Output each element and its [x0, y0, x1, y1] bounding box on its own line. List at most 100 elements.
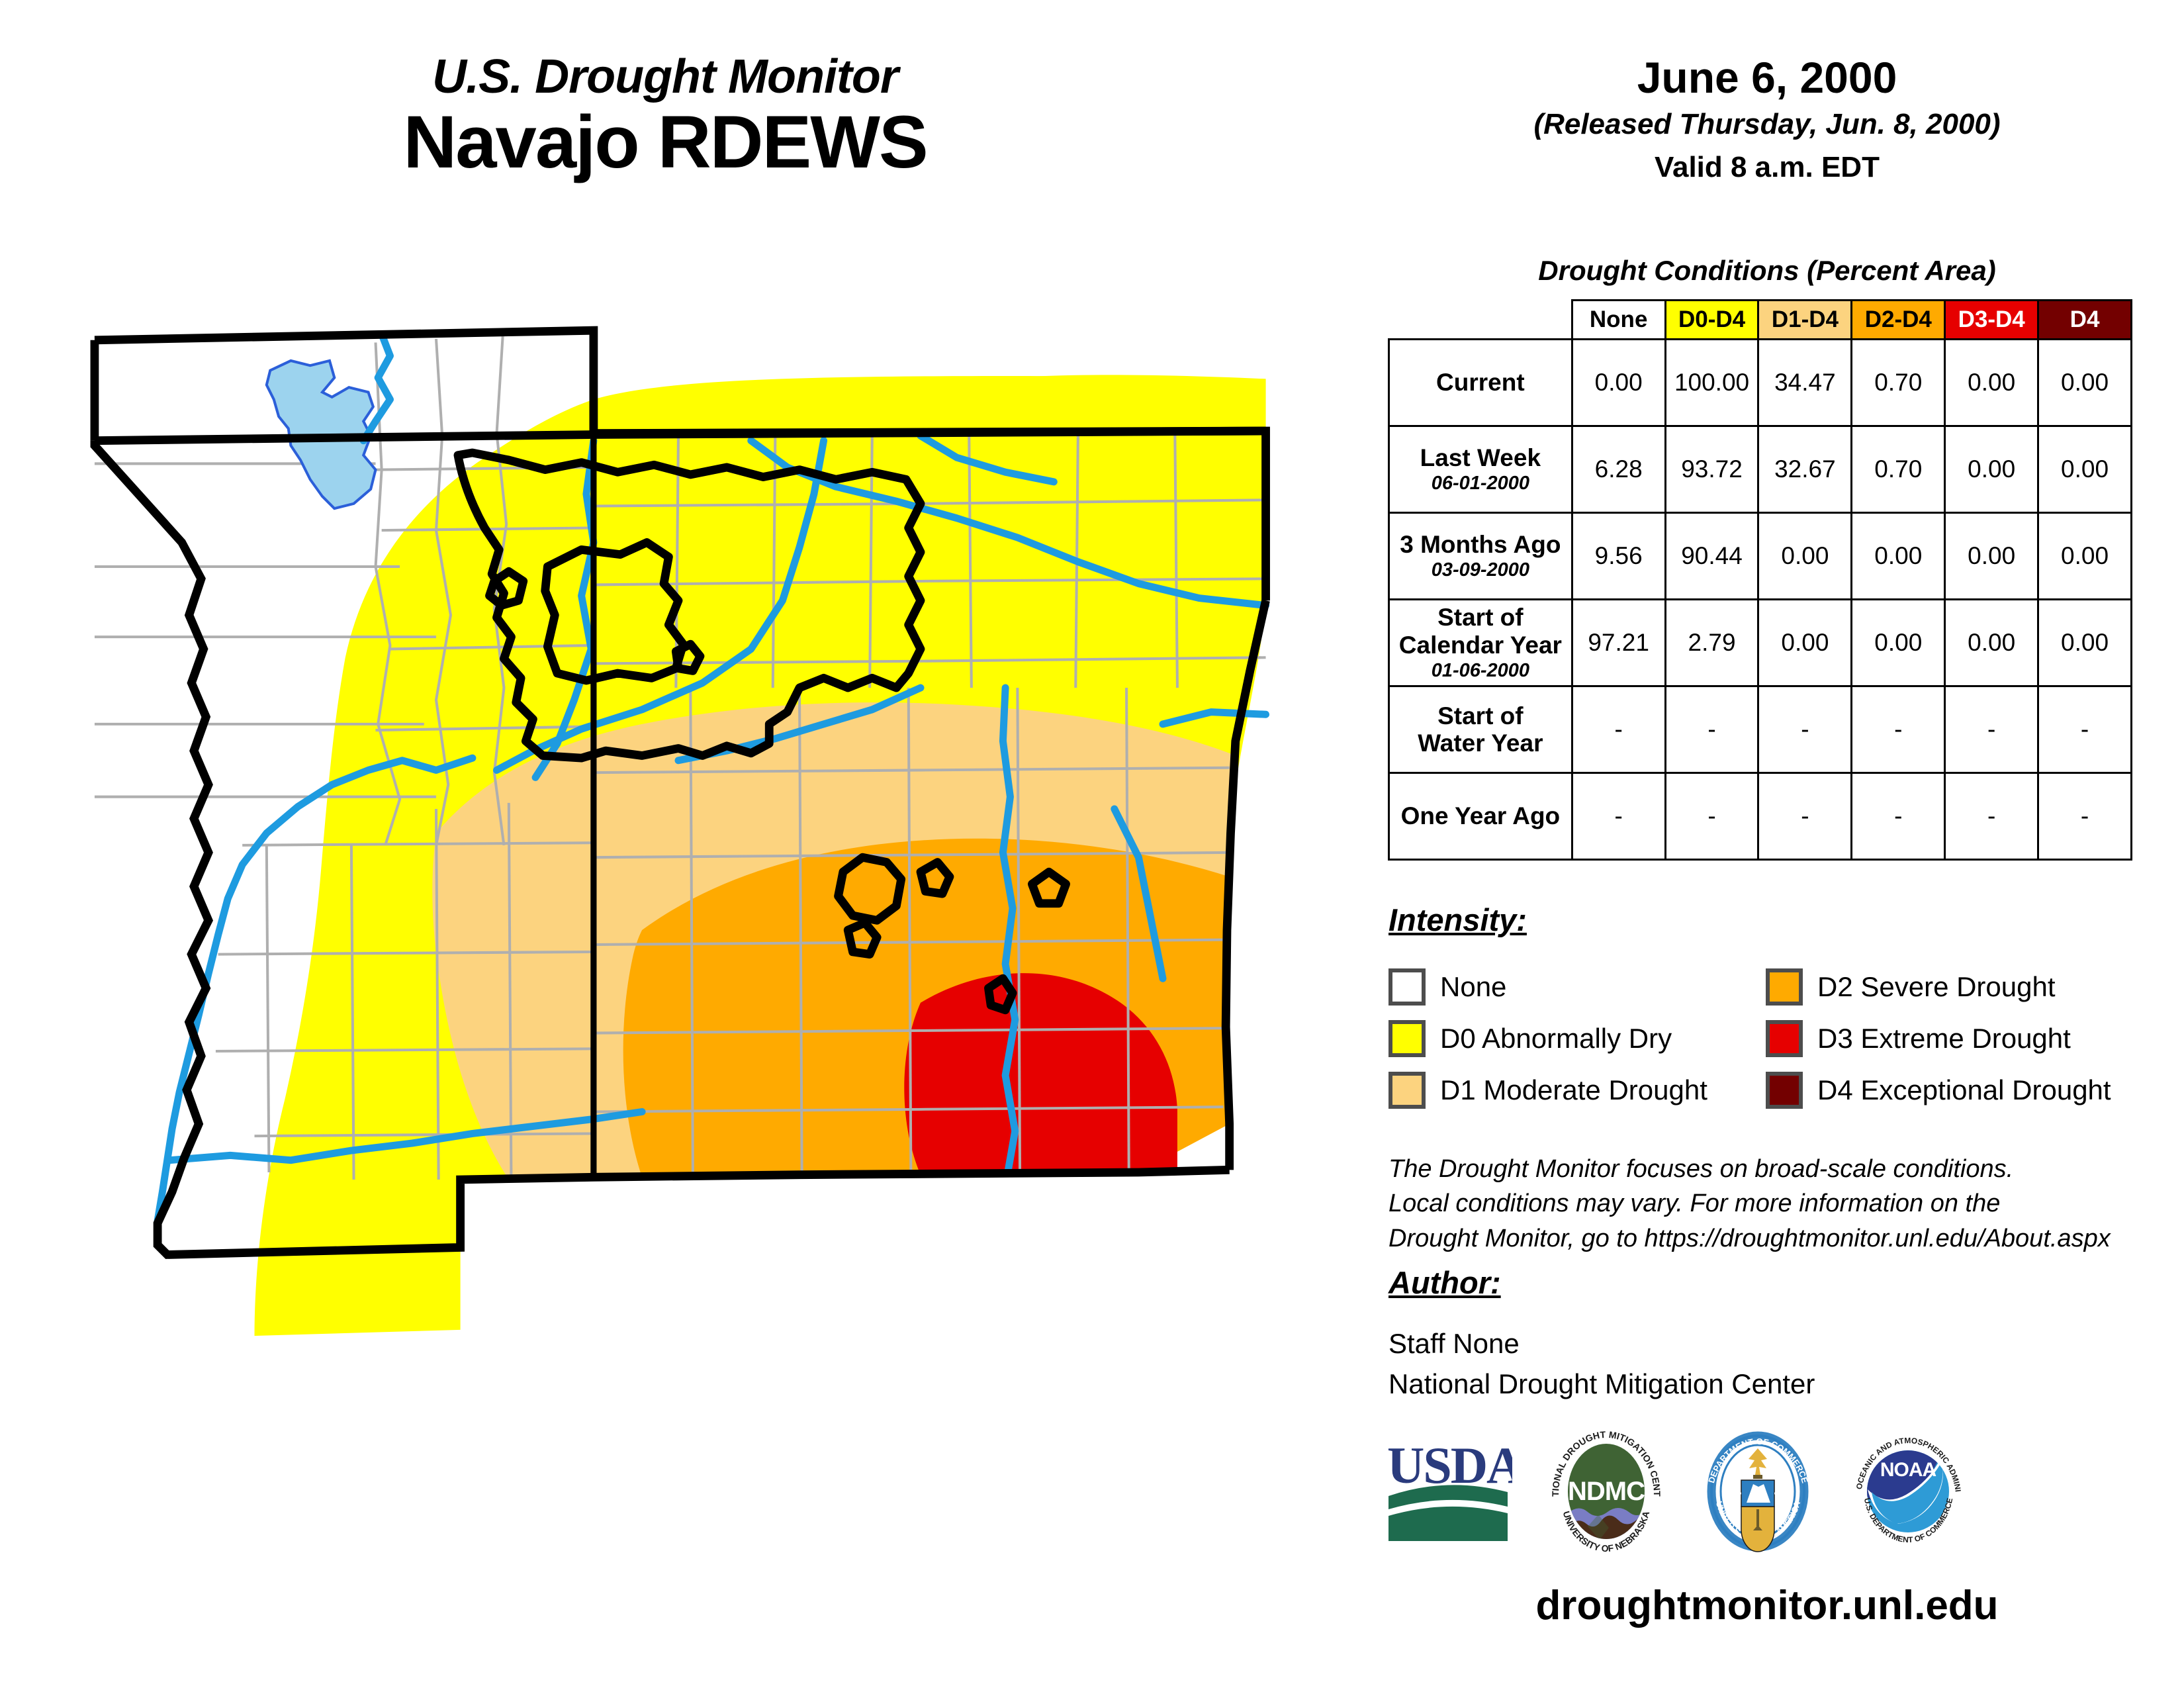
table-cell: - [1757, 685, 1853, 774]
table-row: Start of Water Year - - - - - - [1388, 685, 2132, 774]
intensity-legend: None D2 Severe Drought D0 Abnormally Dry D3… [1388, 961, 2143, 1116]
navajo-island-west [485, 567, 528, 610]
table-col-header-none: None [1570, 299, 1666, 340]
table-corner [1389, 301, 1572, 340]
usda-logo: USDA [1383, 1435, 1525, 1551]
table-cell: 0.00 [1944, 512, 2040, 600]
legend-label: D0 Abnormally Dry [1440, 1023, 1672, 1054]
legend-label: D1 Moderate Drought [1440, 1074, 1707, 1105]
valid-time: Valid 8 a.m. EDT [1655, 150, 1880, 183]
table-cell: 6.28 [1570, 425, 1666, 514]
disclaimer-line-3: Drought Monitor, go to https://droughtmo… [1388, 1224, 2111, 1252]
river-colorado-west [154, 754, 477, 1225]
legend-item-d1-moderate-drought: D1 Moderate Drought [1388, 1064, 1766, 1116]
legend-swatch [1766, 1072, 1803, 1109]
legend-item-d4-exceptional-drought: D4 Exceptional Drought [1766, 1064, 2143, 1116]
author-affiliation: National Drought Mitigation Center [1388, 1368, 1815, 1399]
legend-label: D3 Extreme Drought [1817, 1023, 2071, 1054]
row-label: Start of Water Year [1388, 685, 1573, 774]
table-cell: 0.00 [2037, 512, 2132, 600]
drought-conditions-table: None D0-D4 D1-D4 D2-D4 D3-D4 D4 Current 0.00 10… [1388, 299, 2132, 861]
table-caption: Drought Conditions (Percent Area) [1538, 255, 1996, 286]
legend-swatch [1388, 1072, 1426, 1109]
legend-item-d0-abnormally-dry: D0 Abnormally Dry [1388, 1013, 1766, 1064]
table-cell: - [1944, 685, 2040, 774]
drought-area-d3 [904, 973, 1177, 1175]
logo-row: USDA NATIONAL DROUGHT MITIGATION CENTER [1383, 1420, 2144, 1559]
navajo-main-outline [453, 448, 925, 763]
table-cell: - [1850, 772, 1946, 861]
table-cell: 0.70 [1850, 338, 1946, 427]
row-label: One Year Ago [1388, 772, 1573, 861]
legend-label: D2 Severe Drought [1817, 971, 2056, 1002]
svg-text:NOAA: NOAA [1880, 1459, 1936, 1481]
navajo-parcel-east [1027, 867, 1071, 908]
table-cell: 0.00 [1850, 512, 1946, 600]
river-yampa [917, 432, 1058, 486]
table-cell: - [1664, 685, 1760, 774]
row-label: Current [1388, 338, 1573, 427]
table-col-header-d3-d4: D3-D4 [1944, 299, 2040, 340]
row-label: Start of Calendar Year 01-06-2000 [1388, 598, 1573, 687]
author-heading: Author: [1388, 1265, 1501, 1300]
region-title: Navajo RDEWS [403, 101, 928, 183]
table-col-header-d2-d4: D2-D4 [1850, 299, 1946, 340]
navajo-nation-boundary [453, 448, 1071, 1015]
table-cell: 93.72 [1664, 425, 1760, 514]
table-cell: 0.00 [1944, 598, 2040, 687]
doc-logo: DEPARTMENT OF COMMERCE UNITED STATES OF … [1700, 1429, 1816, 1558]
table-cell: 0.00 [1757, 512, 1853, 600]
table-col-header-d0-d4: D0-D4 [1664, 299, 1760, 340]
footer-url: droughtmonitor.unl.edu [1535, 1583, 1999, 1628]
usdm-title: U.S. Drought Monitor [432, 50, 899, 103]
legend-swatch [1388, 968, 1426, 1006]
border-newmexico-east [1221, 599, 1270, 1170]
table-row: 3 Months Ago 03-09-2000 9.56 90.44 0.00 0.00 0… [1388, 512, 2132, 600]
river-pecos [1111, 805, 1167, 982]
navajo-parcel-ramah [843, 918, 882, 959]
disclaimer-line-1: The Drought Monitor focuses on broad-sca… [1388, 1155, 2014, 1183]
drought-area-d0-north [593, 375, 1266, 555]
table-cell: 0.00 [1944, 338, 2040, 427]
row-label: 3 Months Ago 03-09-2000 [1388, 512, 1573, 600]
legend-label: D4 Exceptional Drought [1817, 1074, 2111, 1105]
table-cell: 0.00 [1850, 598, 1946, 687]
river-canadian [1159, 708, 1270, 728]
river-gila [165, 1108, 646, 1164]
legend-swatch [1766, 968, 1803, 1006]
table-row: Current 0.00 100.00 34.47 0.70 0.00 0.00 [1388, 338, 2132, 427]
legend-item-d3-extreme-drought: D3 Extreme Drought [1766, 1013, 2143, 1064]
disclaimer-text: The Drought Monitor focuses on broad-sca… [1388, 1152, 2169, 1256]
table-cell: - [1570, 685, 1666, 774]
table-body: Current 0.00 100.00 34.47 0.70 0.00 0.00 Last W… [1388, 338, 2132, 861]
river-riogrande [999, 684, 1019, 1176]
row-date: 01-06-2000 [1431, 660, 1530, 682]
state-borders-layer [90, 326, 1270, 1259]
table-cell: 97.21 [1570, 598, 1666, 687]
table-cell: 90.44 [1664, 512, 1760, 600]
table-cell: - [1570, 772, 1666, 861]
river-bear [359, 330, 394, 445]
release-date: (Released Thursday, Jun. 8, 2000) [1533, 107, 2001, 140]
legend-swatch [1388, 1020, 1426, 1057]
table-cell: 0.00 [1944, 425, 2040, 514]
row-label: Last Week 06-01-2000 [1388, 425, 1573, 514]
map-svg[interactable] [73, 324, 1284, 1536]
svg-text:NDMC: NDMC [1568, 1477, 1645, 1506]
table-cell: 9.56 [1570, 512, 1666, 600]
table-cell: - [1664, 772, 1760, 861]
drought-map[interactable] [73, 324, 1284, 1536]
legend-item-d2-severe-drought: D2 Severe Drought [1766, 961, 2143, 1013]
table-cell: 0.70 [1850, 425, 1946, 514]
legend-label: None [1440, 971, 1507, 1002]
noaa-logo: NATIONAL OCEANIC AND ATMOSPHERIC ADMINIS… [1847, 1421, 1966, 1558]
table-cell: - [1944, 772, 2040, 861]
table-row: Start of Calendar Year 01-06-2000 97.21 2.79… [1388, 598, 2132, 687]
table-cell: - [1757, 772, 1853, 861]
table-cell: - [1850, 685, 1946, 774]
river-colorado-upper [493, 437, 828, 774]
rivers-layer [154, 330, 1270, 1225]
table-col-header-d1-d4: D1-D4 [1757, 299, 1853, 340]
table-cell: - [2037, 772, 2132, 861]
navajo-parcel-south [984, 974, 1017, 1015]
